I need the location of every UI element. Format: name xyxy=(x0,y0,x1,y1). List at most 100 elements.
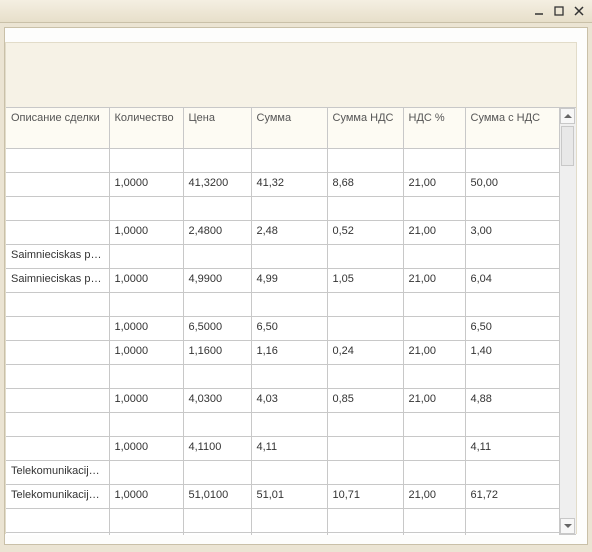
table-cell[interactable] xyxy=(251,245,327,269)
table-cell[interactable]: 0,52 xyxy=(327,221,403,245)
table-cell[interactable] xyxy=(327,317,403,341)
table-cell[interactable]: 21,00 xyxy=(403,341,465,365)
table-row[interactable]: Saimnieciskas prec...1,00004,99004,991,0… xyxy=(6,269,559,293)
scroll-up-button[interactable] xyxy=(560,108,575,124)
table-cell[interactable] xyxy=(109,413,183,437)
table-cell[interactable] xyxy=(327,437,403,461)
table-cell[interactable]: Telekomunikacijas ... xyxy=(6,485,109,509)
table-cell[interactable]: 2,48 xyxy=(251,221,327,245)
table-cell[interactable] xyxy=(251,461,327,485)
table-cell[interactable]: 1,0000 xyxy=(109,269,183,293)
table-row[interactable]: 1,00006,50006,506,50 xyxy=(6,317,559,341)
table-cell[interactable] xyxy=(465,293,559,317)
table-row[interactable] xyxy=(6,509,559,533)
data-table[interactable]: Описание сделки Количество Цена Сумма Су… xyxy=(6,108,559,535)
table-row[interactable]: Telekomunikacijas ... xyxy=(6,461,559,485)
table-cell[interactable] xyxy=(465,413,559,437)
table-cell[interactable]: Saimnieciskas prec... xyxy=(6,269,109,293)
col-header[interactable]: НДС % xyxy=(403,108,465,149)
col-header[interactable]: Количество xyxy=(109,108,183,149)
maximize-button[interactable] xyxy=(552,4,566,18)
table-cell[interactable]: 4,0300 xyxy=(183,389,251,413)
table-cell[interactable] xyxy=(183,149,251,173)
table-cell[interactable]: 21,00 xyxy=(403,389,465,413)
table-row[interactable]: 1,00002,48002,480,5221,003,00 xyxy=(6,221,559,245)
table-cell[interactable]: 21,00 xyxy=(403,533,465,536)
table-cell[interactable]: 1,05 xyxy=(327,269,403,293)
table-cell[interactable] xyxy=(183,293,251,317)
table-cell[interactable] xyxy=(251,413,327,437)
table-cell[interactable]: 51,0100 xyxy=(183,485,251,509)
table-cell[interactable] xyxy=(465,149,559,173)
table-cell[interactable]: 8,68 xyxy=(327,173,403,197)
table-cell[interactable]: 1,16 xyxy=(251,341,327,365)
table-cell[interactable] xyxy=(403,245,465,269)
scroll-down-button[interactable] xyxy=(560,518,575,534)
table-cell[interactable]: 9,24 xyxy=(327,533,403,536)
table-cell[interactable]: 0,24 xyxy=(327,341,403,365)
table-row[interactable] xyxy=(6,149,559,173)
table-cell[interactable]: 6,50 xyxy=(465,317,559,341)
table-cell[interactable]: 61,72 xyxy=(465,485,559,509)
table-cell[interactable] xyxy=(6,293,109,317)
minimize-button[interactable] xyxy=(532,4,546,18)
table-cell[interactable] xyxy=(251,293,327,317)
table-cell[interactable]: Saimnieciskas prec... xyxy=(6,245,109,269)
table-cell[interactable] xyxy=(465,245,559,269)
table-cell[interactable] xyxy=(6,533,109,536)
table-cell[interactable] xyxy=(327,149,403,173)
table-cell[interactable] xyxy=(183,509,251,533)
table-cell[interactable]: 53,24 xyxy=(465,533,559,536)
table-cell[interactable] xyxy=(251,197,327,221)
table-cell[interactable]: Telekomunikacijas ... xyxy=(6,461,109,485)
table-row[interactable] xyxy=(6,197,559,221)
table-cell[interactable] xyxy=(327,509,403,533)
col-header[interactable]: Цена xyxy=(183,108,251,149)
table-row[interactable]: Saimnieciskas prec... xyxy=(6,245,559,269)
table-cell[interactable] xyxy=(327,197,403,221)
table-row[interactable]: Telekomunikacijas ...1,000051,010051,011… xyxy=(6,485,559,509)
table-cell[interactable] xyxy=(6,221,109,245)
table-cell[interactable]: 51,01 xyxy=(251,485,327,509)
table-cell[interactable]: 1,0000 xyxy=(109,317,183,341)
table-row[interactable]: 1,000041,320041,328,6821,0050,00 xyxy=(6,173,559,197)
table-cell[interactable] xyxy=(251,149,327,173)
table-cell[interactable]: 21,00 xyxy=(403,173,465,197)
table-cell[interactable]: 6,50 xyxy=(251,317,327,341)
table-cell[interactable] xyxy=(403,317,465,341)
table-row[interactable] xyxy=(6,293,559,317)
col-header[interactable]: Описание сделки xyxy=(6,108,109,149)
table-cell[interactable]: 10,71 xyxy=(327,485,403,509)
table-cell[interactable] xyxy=(6,317,109,341)
table-cell[interactable] xyxy=(403,509,465,533)
table-cell[interactable]: 3,00 xyxy=(465,221,559,245)
scroll-thumb[interactable] xyxy=(561,126,574,166)
table-cell[interactable]: 1,0000 xyxy=(109,341,183,365)
table-cell[interactable]: 4,11 xyxy=(465,437,559,461)
table-cell[interactable] xyxy=(6,173,109,197)
data-grid[interactable]: Описание сделки Количество Цена Сумма Су… xyxy=(6,107,559,535)
table-cell[interactable] xyxy=(465,461,559,485)
table-cell[interactable]: 1,0000 xyxy=(109,533,183,536)
close-button[interactable] xyxy=(572,4,586,18)
table-cell[interactable]: 6,5000 xyxy=(183,317,251,341)
table-cell[interactable] xyxy=(251,365,327,389)
table-cell[interactable]: 1,0000 xyxy=(109,173,183,197)
table-row[interactable]: 1,00004,03004,030,8521,004,88 xyxy=(6,389,559,413)
table-cell[interactable]: 4,03 xyxy=(251,389,327,413)
table-cell[interactable]: 21,00 xyxy=(403,221,465,245)
table-cell[interactable] xyxy=(6,509,109,533)
table-cell[interactable]: 1,0000 xyxy=(109,221,183,245)
table-cell[interactable]: 4,11 xyxy=(251,437,327,461)
table-cell[interactable] xyxy=(109,197,183,221)
table-cell[interactable]: 44,0000 xyxy=(183,533,251,536)
table-cell[interactable] xyxy=(109,149,183,173)
table-cell[interactable]: 1,0000 xyxy=(109,389,183,413)
table-cell[interactable]: 4,1100 xyxy=(183,437,251,461)
table-cell[interactable] xyxy=(109,245,183,269)
table-cell[interactable]: 50,00 xyxy=(465,173,559,197)
vertical-scrollbar[interactable] xyxy=(559,107,576,535)
table-cell[interactable]: 2,4800 xyxy=(183,221,251,245)
table-cell[interactable] xyxy=(109,293,183,317)
table-cell[interactable] xyxy=(403,413,465,437)
